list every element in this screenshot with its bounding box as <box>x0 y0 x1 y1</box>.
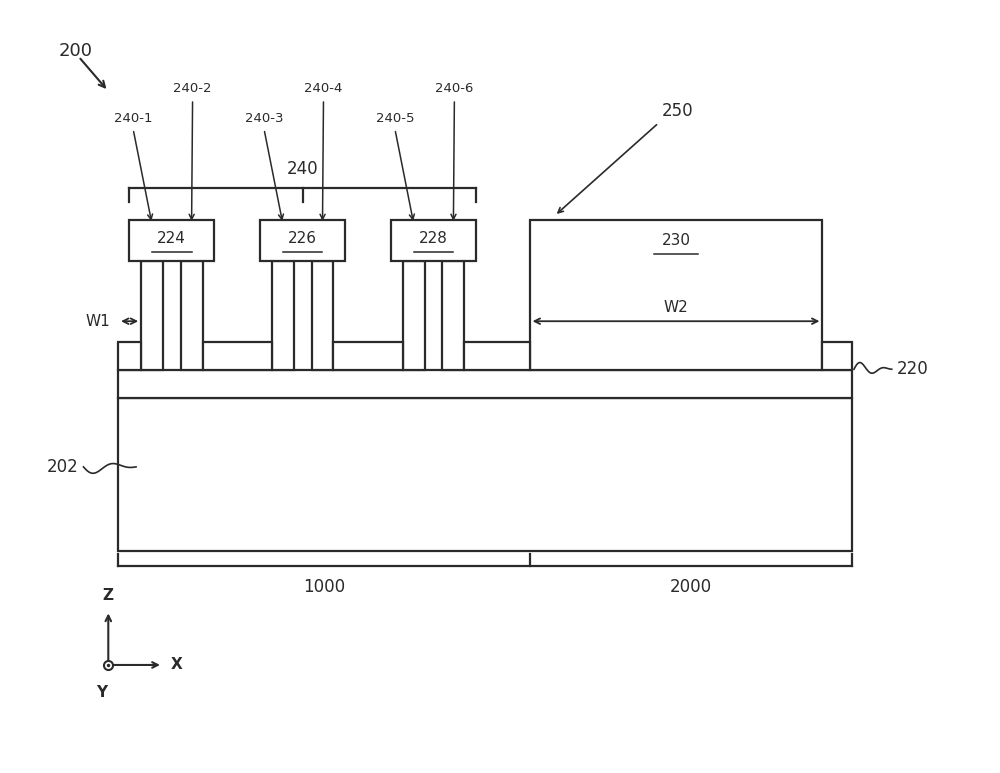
Bar <box>118 370 852 398</box>
Text: 228: 228 <box>419 231 448 246</box>
Bar <box>272 261 294 370</box>
Text: X: X <box>171 658 183 673</box>
Text: 224: 224 <box>157 231 186 246</box>
Bar <box>464 342 530 370</box>
Text: W1: W1 <box>86 314 110 329</box>
Text: 240: 240 <box>287 160 318 179</box>
Bar <box>312 261 333 370</box>
Bar <box>118 398 852 551</box>
Text: 240-2: 240-2 <box>173 82 212 95</box>
Bar <box>118 342 141 370</box>
Bar <box>530 220 822 370</box>
Text: 226: 226 <box>288 231 317 246</box>
Text: 1000: 1000 <box>303 578 345 596</box>
Text: 240-5: 240-5 <box>376 112 414 125</box>
Bar <box>391 220 476 261</box>
Bar <box>181 261 203 370</box>
Text: 240-6: 240-6 <box>435 82 474 95</box>
Bar <box>203 342 272 370</box>
Bar <box>129 220 214 261</box>
Text: 2000: 2000 <box>670 578 712 596</box>
Bar <box>260 220 345 261</box>
Text: 240-4: 240-4 <box>304 82 343 95</box>
Text: 200: 200 <box>59 42 93 60</box>
Text: W2: W2 <box>664 300 688 315</box>
Text: 250: 250 <box>662 102 693 120</box>
Text: 202: 202 <box>47 458 79 476</box>
Text: Z: Z <box>103 587 114 603</box>
Bar <box>141 261 163 370</box>
Text: 220: 220 <box>897 360 928 378</box>
Text: Y: Y <box>96 685 108 700</box>
Bar <box>822 342 852 370</box>
Bar <box>442 261 464 370</box>
Text: 240-3: 240-3 <box>245 112 283 125</box>
Text: 240-1: 240-1 <box>114 112 152 125</box>
Bar <box>403 261 425 370</box>
Text: 230: 230 <box>662 233 691 248</box>
Bar <box>333 342 403 370</box>
